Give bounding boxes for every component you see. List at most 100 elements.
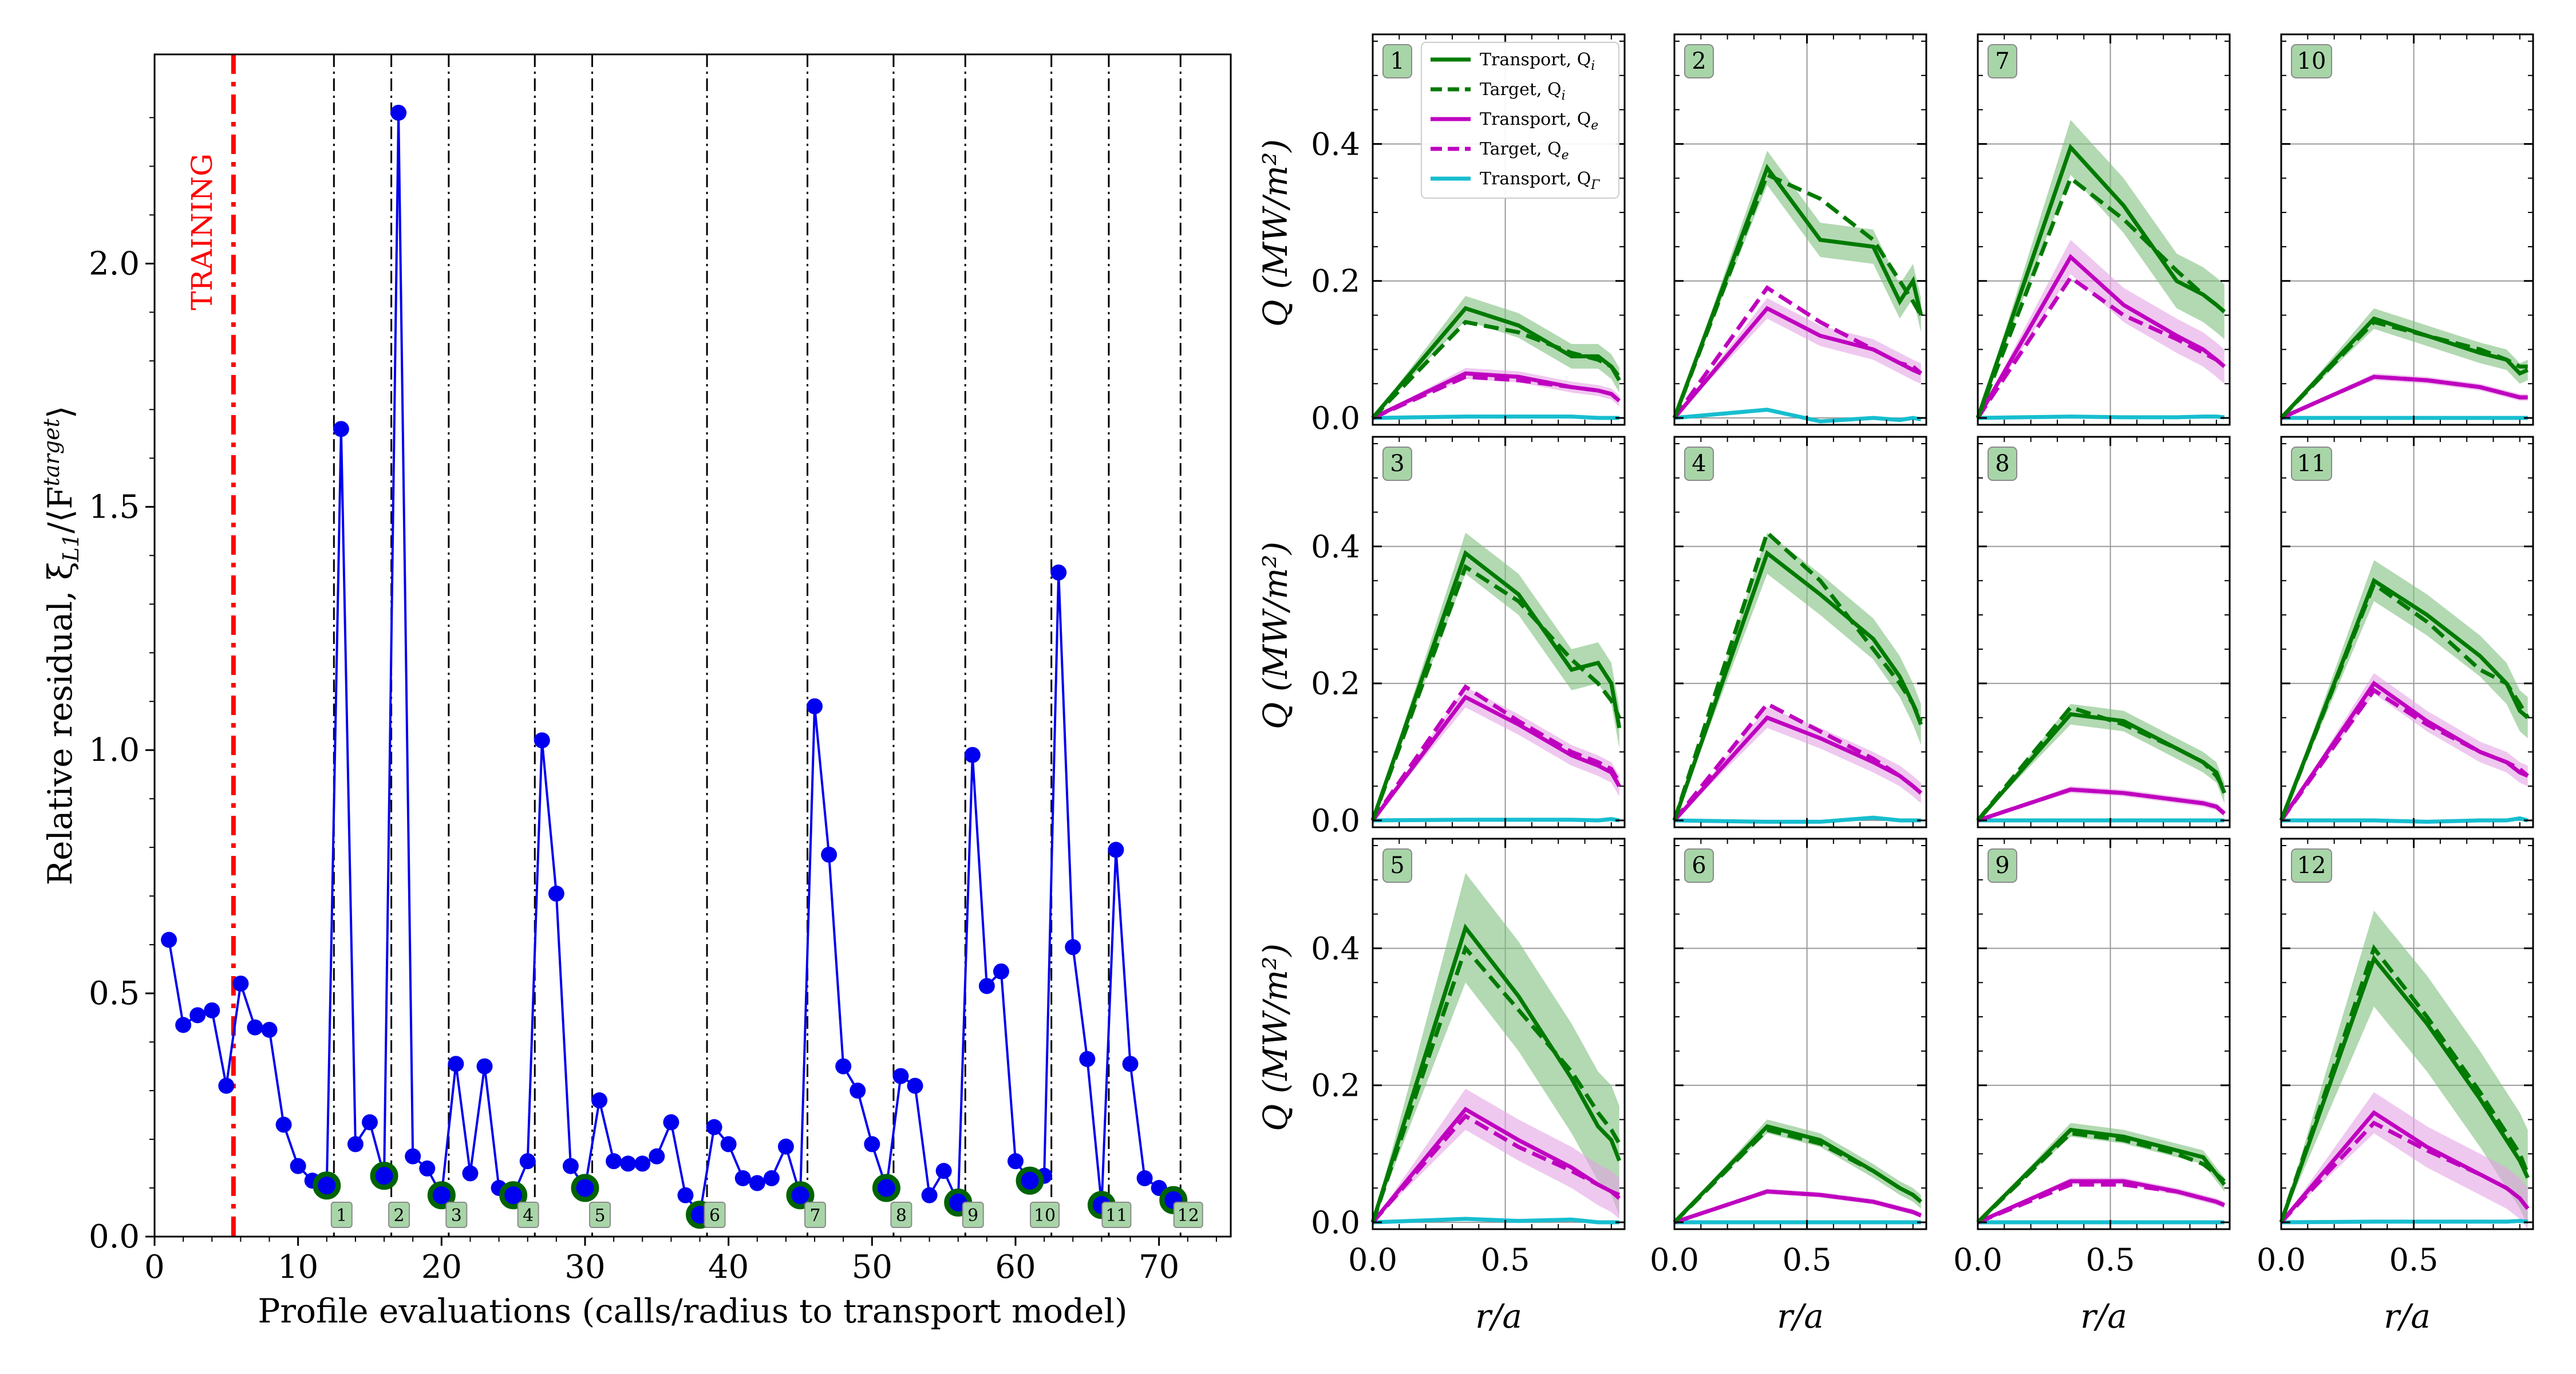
iteration-label: 10 bbox=[1034, 1206, 1056, 1226]
residual-point bbox=[978, 978, 995, 994]
y-tick-label: 0.4 bbox=[1311, 930, 1360, 966]
residual-point bbox=[534, 732, 550, 749]
residual-point bbox=[649, 1148, 665, 1164]
qi-transport-line bbox=[1672, 164, 1923, 419]
residual-point bbox=[232, 976, 249, 992]
residual-point bbox=[390, 104, 407, 121]
flux-panel-1: 1 0.0 0.2 0.4 Q (MW/m²) Transport, Qi Target, … bbox=[1256, 33, 1626, 436]
x-tick-label: 20 bbox=[421, 1249, 462, 1286]
residual-point bbox=[1122, 1056, 1139, 1072]
residual-point bbox=[821, 846, 837, 863]
qi-transport-line bbox=[1370, 550, 1622, 822]
qi-transport-line bbox=[1672, 550, 1923, 822]
panel-frame bbox=[1977, 436, 2231, 828]
qe-uncertainty-band bbox=[1373, 1088, 1619, 1223]
y-tick-label: 0.2 bbox=[1311, 1068, 1360, 1104]
legend-label: Transport, Qe bbox=[1480, 109, 1598, 133]
best-point-marker bbox=[370, 1162, 398, 1190]
x-axis-label: r/a bbox=[1475, 1297, 1522, 1336]
qi-target-line bbox=[1672, 172, 1923, 419]
best-point-marker bbox=[499, 1181, 528, 1210]
iteration-label: 2 bbox=[394, 1206, 405, 1226]
panel-number: 4 bbox=[1692, 451, 1706, 477]
iteration-label-box bbox=[1101, 1202, 1132, 1228]
iteration-label: 1 bbox=[336, 1206, 347, 1226]
residual-point bbox=[706, 1119, 722, 1135]
qi-transport-line bbox=[1673, 1124, 1923, 1224]
y-tick-label: 0.2 bbox=[1311, 263, 1360, 299]
residual-line bbox=[168, 112, 1175, 1218]
best-point-marker bbox=[571, 1174, 599, 1202]
residual-point bbox=[835, 1058, 852, 1075]
training-label: TRAINING bbox=[185, 153, 219, 310]
residual-point bbox=[864, 1136, 880, 1152]
residual-point bbox=[347, 1136, 364, 1152]
qe-target-line bbox=[1372, 374, 1621, 420]
x-axis-label: r/a bbox=[1777, 1297, 1824, 1336]
qi-target-line bbox=[1370, 944, 1621, 1223]
qgamma-transport-line bbox=[1977, 414, 2225, 420]
panel-frame bbox=[1977, 33, 2231, 426]
panel-number: 11 bbox=[2297, 451, 2326, 477]
best-point-marker bbox=[427, 1181, 456, 1210]
qe-target-line bbox=[1977, 1182, 2226, 1225]
x-axis-label: r/a bbox=[2384, 1297, 2431, 1336]
residual-point bbox=[1050, 564, 1067, 581]
x-tick-label: 0 bbox=[144, 1249, 165, 1286]
iteration-label: 6 bbox=[709, 1206, 720, 1226]
residual-point bbox=[921, 1187, 938, 1203]
flux-panel-10: 10 bbox=[2279, 33, 2534, 426]
panel-number: 10 bbox=[2297, 48, 2326, 74]
panel-number-box bbox=[2291, 447, 2332, 481]
qgamma-transport-line bbox=[2281, 816, 2528, 824]
y-tick-label: 0.0 bbox=[1311, 400, 1360, 436]
residual-point bbox=[892, 1068, 909, 1084]
qi-transport-line bbox=[2279, 954, 2530, 1223]
qe-uncertainty-band bbox=[2281, 673, 2528, 821]
iteration-label-box bbox=[589, 1202, 611, 1228]
legend-label: Transport, QΓ bbox=[1480, 169, 1600, 192]
panel-number-box bbox=[1684, 848, 1714, 883]
iteration-label: 11 bbox=[1105, 1206, 1127, 1226]
panel-number-box bbox=[1382, 44, 1412, 78]
flux-panel-8: 8 bbox=[1976, 436, 2231, 828]
qgamma-transport-line bbox=[1674, 408, 1922, 424]
residual-point bbox=[749, 1175, 765, 1191]
residual-point bbox=[462, 1165, 479, 1182]
qi-transport-line bbox=[1370, 923, 1622, 1223]
x-tick-label: 30 bbox=[564, 1249, 605, 1286]
residual-point bbox=[419, 1160, 436, 1177]
panel-frame bbox=[2280, 838, 2534, 1230]
iteration-label-box bbox=[330, 1202, 353, 1228]
residual-point bbox=[907, 1077, 923, 1094]
panel-number: 3 bbox=[1390, 451, 1404, 477]
residual-point bbox=[362, 1114, 378, 1131]
residual-point bbox=[218, 1077, 235, 1094]
flux-panel-5: 5 0.0 0.2 0.4 Q (MW/m²) 0.0 0.5 r/a bbox=[1256, 838, 1626, 1336]
iteration-label: 3 bbox=[451, 1206, 462, 1226]
iteration-label: 12 bbox=[1178, 1206, 1199, 1226]
residual-point bbox=[677, 1187, 694, 1203]
qe-transport-line bbox=[2280, 374, 2528, 420]
residual-point bbox=[548, 885, 564, 902]
qgamma-transport-line bbox=[1674, 815, 1921, 824]
qe-transport-line bbox=[1673, 1189, 1922, 1225]
x-tick-label: 40 bbox=[708, 1249, 749, 1286]
iteration-label-box bbox=[890, 1202, 912, 1228]
panel-frame bbox=[1372, 33, 1626, 426]
residual-point bbox=[734, 1170, 751, 1187]
residual-point bbox=[1065, 939, 1081, 956]
legend-label: Target, Qe bbox=[1480, 139, 1569, 163]
qi-uncertainty-band bbox=[2281, 910, 2528, 1226]
iteration-label-box bbox=[445, 1202, 468, 1228]
panel-number: 6 bbox=[1692, 852, 1706, 879]
residual-point bbox=[290, 1158, 306, 1174]
flux-panel-7: 7 bbox=[1976, 33, 2231, 426]
qe-transport-line bbox=[1371, 1107, 1621, 1224]
residual-point bbox=[161, 931, 177, 948]
y-tick-label: 0.5 bbox=[89, 975, 140, 1012]
residual-point bbox=[275, 1116, 292, 1133]
legend-label: Transport, Qi bbox=[1480, 50, 1595, 73]
iteration-label-box bbox=[1030, 1202, 1060, 1228]
x-tick-label: 60 bbox=[995, 1249, 1036, 1286]
